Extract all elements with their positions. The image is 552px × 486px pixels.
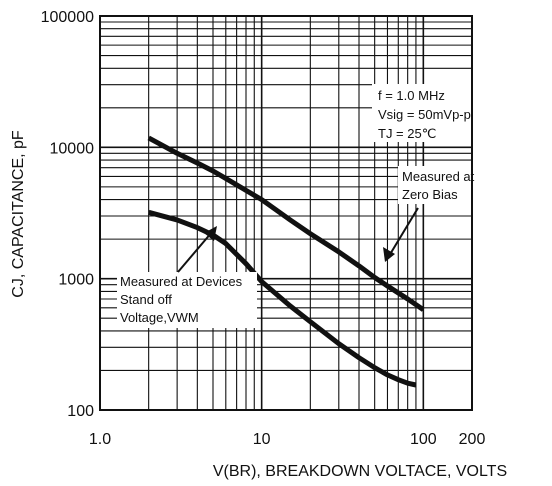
zero-bias-box: [398, 166, 482, 204]
x-tick-label: 10: [253, 431, 271, 448]
zero-bias-arrow-shaft: [388, 207, 419, 257]
zero-bias-annotation: Measured at Zero Bias: [383, 166, 482, 262]
zero-bias-arrowhead: [383, 247, 395, 262]
zero-bias-line1: Measured at: [402, 169, 475, 184]
tick-labels: 1.0 10 100 200 100 1000 10000 100000: [41, 9, 486, 448]
y-tick-label: 1000: [58, 272, 94, 289]
x-tick-label: 200: [459, 431, 486, 448]
condition-frequency: f = 1.0 MHz: [378, 88, 445, 103]
y-tick-label: 100: [67, 403, 94, 420]
condition-vsig: Vsig = 50mVp-p: [378, 107, 471, 122]
standoff-arrowhead: [204, 226, 217, 241]
x-tick-label: 100: [410, 431, 437, 448]
series-line-standoff: [148, 209, 417, 388]
standoff-annotation: Measured at Devices Stand off Voltage,VW…: [117, 226, 257, 328]
standoff-line3: Voltage,VWM: [120, 310, 199, 325]
y-tick-label: 10000: [50, 140, 95, 157]
standoff-arrow-shaft: [177, 231, 213, 273]
y-axis-title: CJ, CAPACITANCE, pF: [10, 130, 27, 298]
data-curves: [147, 135, 425, 388]
zero-bias-line2: Zero Bias: [402, 187, 458, 202]
standoff-line2: Stand off: [120, 292, 172, 307]
standoff-box: [117, 272, 257, 328]
x-axis-title: V(BR), BREAKDOWN VOLTACE, VOLTS: [213, 463, 507, 480]
plot-frame: [99, 15, 473, 411]
standoff-line1: Measured at Devices: [120, 274, 243, 289]
series-line-zero-bias: [147, 135, 425, 312]
y-tick-label: 100000: [41, 9, 94, 26]
x-tick-label: 1.0: [89, 431, 111, 448]
conditions-annotation: f = 1.0 MHz Vsig = 50mVp-p TJ = 25℃: [372, 84, 492, 142]
condition-temperature: TJ = 25℃: [378, 126, 436, 141]
